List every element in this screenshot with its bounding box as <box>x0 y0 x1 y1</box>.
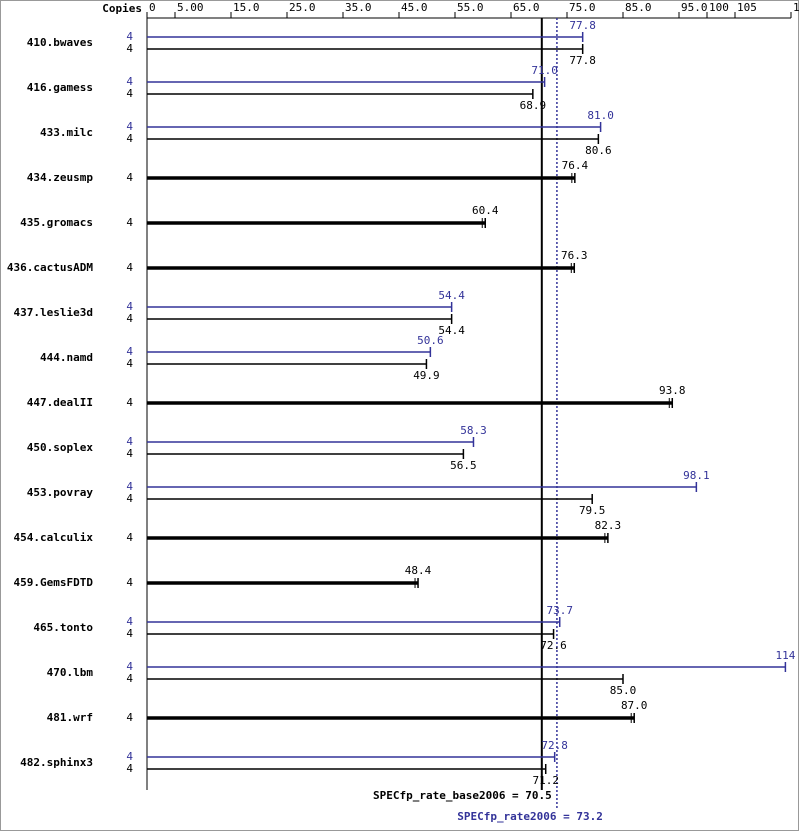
value-label: 49.9 <box>413 369 440 382</box>
copies: 4 <box>126 660 133 673</box>
value-label: 58.3 <box>460 424 487 437</box>
copies: 4 <box>126 576 133 589</box>
reference-label: SPECfp_rate_base2006 = 70.5 <box>373 789 552 802</box>
x-tick-label: 105 <box>737 1 757 14</box>
benchmark-label: 416.gamess <box>27 81 93 94</box>
copies: 4 <box>126 75 133 88</box>
x-tick-label: 15.0 <box>233 1 260 14</box>
x-tick-label: 25.0 <box>289 1 316 14</box>
benchmark-label: 437.leslie3d <box>14 306 93 319</box>
copies: 4 <box>126 396 133 409</box>
value-label: 60.4 <box>472 204 499 217</box>
copies-header: Copies <box>102 2 142 15</box>
benchmark-label: 482.sphinx3 <box>20 756 93 769</box>
copies: 4 <box>126 711 133 724</box>
value-label: 81.0 <box>587 109 614 122</box>
benchmark-label: 433.milc <box>40 126 93 139</box>
benchmark-label: 453.povray <box>27 486 94 499</box>
copies: 4 <box>126 615 133 628</box>
copies: 4 <box>126 261 133 274</box>
x-tick-label: 100 <box>709 1 729 14</box>
value-label: 72.6 <box>540 639 567 652</box>
copies: 4 <box>126 627 133 640</box>
copies: 4 <box>126 672 133 685</box>
value-label: 48.4 <box>405 564 432 577</box>
benchmark-label: 444.namd <box>40 351 93 364</box>
value-label: 50.6 <box>417 334 444 347</box>
copies: 4 <box>126 171 133 184</box>
copies: 4 <box>126 531 133 544</box>
benchmark-label: 434.zeusmp <box>27 171 94 184</box>
x-tick-label: 55.0 <box>457 1 484 14</box>
x-tick-label: 35.0 <box>345 1 372 14</box>
value-label: 73.7 <box>546 604 573 617</box>
value-label: 54.4 <box>438 324 465 337</box>
copies: 4 <box>126 357 133 370</box>
value-label: 93.8 <box>659 384 686 397</box>
copies: 4 <box>126 300 133 313</box>
value-label: 72.8 <box>541 739 568 752</box>
copies: 4 <box>126 345 133 358</box>
benchmark-label: 481.wrf <box>47 711 93 724</box>
x-tick-label: 0 <box>149 1 156 14</box>
copies: 4 <box>126 480 133 493</box>
benchmark-label: 436.cactusADM <box>7 261 93 274</box>
copies: 4 <box>126 42 133 55</box>
value-label: 76.4 <box>562 159 589 172</box>
copies: 4 <box>126 762 133 775</box>
value-label: 79.5 <box>579 504 606 517</box>
benchmark-label: 470.lbm <box>47 666 94 679</box>
value-label: 71.2 <box>532 774 559 787</box>
value-label: 87.0 <box>621 699 648 712</box>
value-label: 77.8 <box>569 54 596 67</box>
value-label: 77.8 <box>569 19 596 32</box>
copies: 4 <box>126 216 133 229</box>
value-label: 71.0 <box>531 64 558 77</box>
x-tick-label: 85.0 <box>625 1 652 14</box>
copies: 4 <box>126 312 133 325</box>
x-tick-label: 65.0 <box>513 1 540 14</box>
benchmark-label: 447.dealII <box>27 396 93 409</box>
x-tick-label: 5.00 <box>177 1 204 14</box>
value-label: 76.3 <box>561 249 588 262</box>
copies: 4 <box>126 750 133 763</box>
value-label: 80.6 <box>585 144 612 157</box>
value-label: 68.9 <box>520 99 547 112</box>
x-tick-label: 75.0 <box>569 1 596 14</box>
value-label: 85.0 <box>610 684 637 697</box>
benchmark-label: 410.bwaves <box>27 36 93 49</box>
benchmark-label: 450.soplex <box>27 441 94 454</box>
benchmark-label: 459.GemsFDTD <box>14 576 94 589</box>
copies: 4 <box>126 447 133 460</box>
copies: 4 <box>126 132 133 145</box>
value-label: 54.4 <box>438 289 465 302</box>
benchmark-label: 435.gromacs <box>20 216 93 229</box>
value-label: 114 <box>775 649 795 662</box>
reference-label: SPECfp_rate2006 = 73.2 <box>457 810 603 823</box>
x-tick-label: 95.0 <box>681 1 708 14</box>
benchmark-label: 465.tonto <box>33 621 93 634</box>
value-label: 56.5 <box>450 459 477 472</box>
copies: 4 <box>126 435 133 448</box>
benchmark-label: 454.calculix <box>14 531 94 544</box>
copies: 4 <box>126 87 133 100</box>
value-label: 82.3 <box>595 519 622 532</box>
copies: 4 <box>126 30 133 43</box>
copies: 4 <box>126 120 133 133</box>
x-tick-label: 115 <box>793 1 799 14</box>
copies: 4 <box>126 492 133 505</box>
value-label: 98.1 <box>683 469 710 482</box>
x-tick-label: 45.0 <box>401 1 428 14</box>
